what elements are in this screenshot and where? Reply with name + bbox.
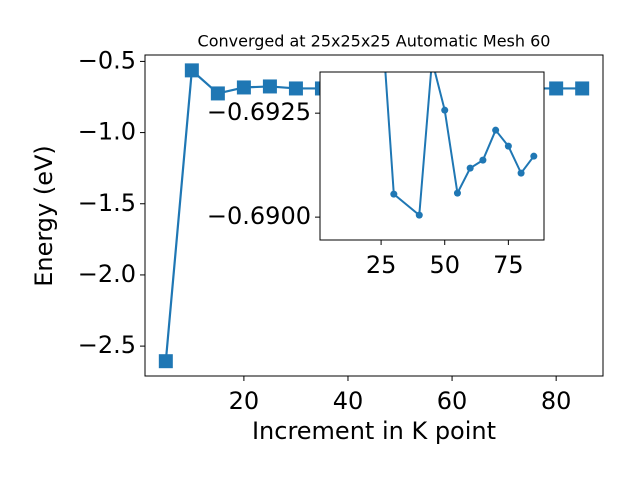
marker bbox=[530, 152, 538, 160]
y-tick-label: −1.0 bbox=[78, 118, 136, 146]
y-tick-label: −2.0 bbox=[78, 260, 136, 288]
x-tick-label: 50 bbox=[429, 251, 460, 279]
y-tick-label: −0.5 bbox=[78, 46, 136, 74]
x-tick-label: 20 bbox=[229, 387, 260, 415]
marker bbox=[479, 156, 487, 164]
marker bbox=[504, 142, 512, 150]
marker bbox=[466, 164, 474, 172]
y-tick-label: −2.5 bbox=[78, 331, 136, 359]
plot-frame bbox=[144, 54, 604, 377]
marker bbox=[210, 86, 225, 101]
x-tick-label: 25 bbox=[366, 251, 397, 279]
x-tick-label: 40 bbox=[333, 387, 364, 415]
chart-title: Converged at 25x25x25 Automatic Mesh 60 bbox=[198, 32, 551, 51]
marker bbox=[262, 79, 277, 94]
y-tick-label: −1.5 bbox=[78, 189, 136, 217]
marker bbox=[236, 80, 251, 95]
marker bbox=[575, 81, 590, 96]
y-tick-label: −0.6925 bbox=[207, 98, 311, 126]
plot-frame bbox=[319, 71, 545, 241]
y-tick-label: −0.6900 bbox=[207, 202, 311, 230]
marker bbox=[415, 211, 423, 219]
marker bbox=[492, 126, 500, 134]
x-tick-label: 60 bbox=[437, 387, 468, 415]
marker bbox=[390, 190, 398, 198]
marker bbox=[453, 189, 461, 197]
x-tick-label: 75 bbox=[493, 251, 524, 279]
marker bbox=[517, 169, 525, 177]
marker bbox=[378, 6, 385, 13]
line bbox=[384, 72, 535, 218]
marker bbox=[288, 81, 303, 96]
x-axis-label: Increment in K point bbox=[252, 417, 496, 445]
marker bbox=[441, 106, 449, 114]
series-group bbox=[378, 6, 538, 219]
marker bbox=[158, 354, 173, 369]
x-tick-label: 80 bbox=[541, 387, 572, 415]
marker bbox=[184, 63, 199, 78]
marker bbox=[549, 81, 564, 96]
plot-area bbox=[320, 72, 544, 240]
y-axis-label: Energy (eV) bbox=[30, 145, 58, 287]
